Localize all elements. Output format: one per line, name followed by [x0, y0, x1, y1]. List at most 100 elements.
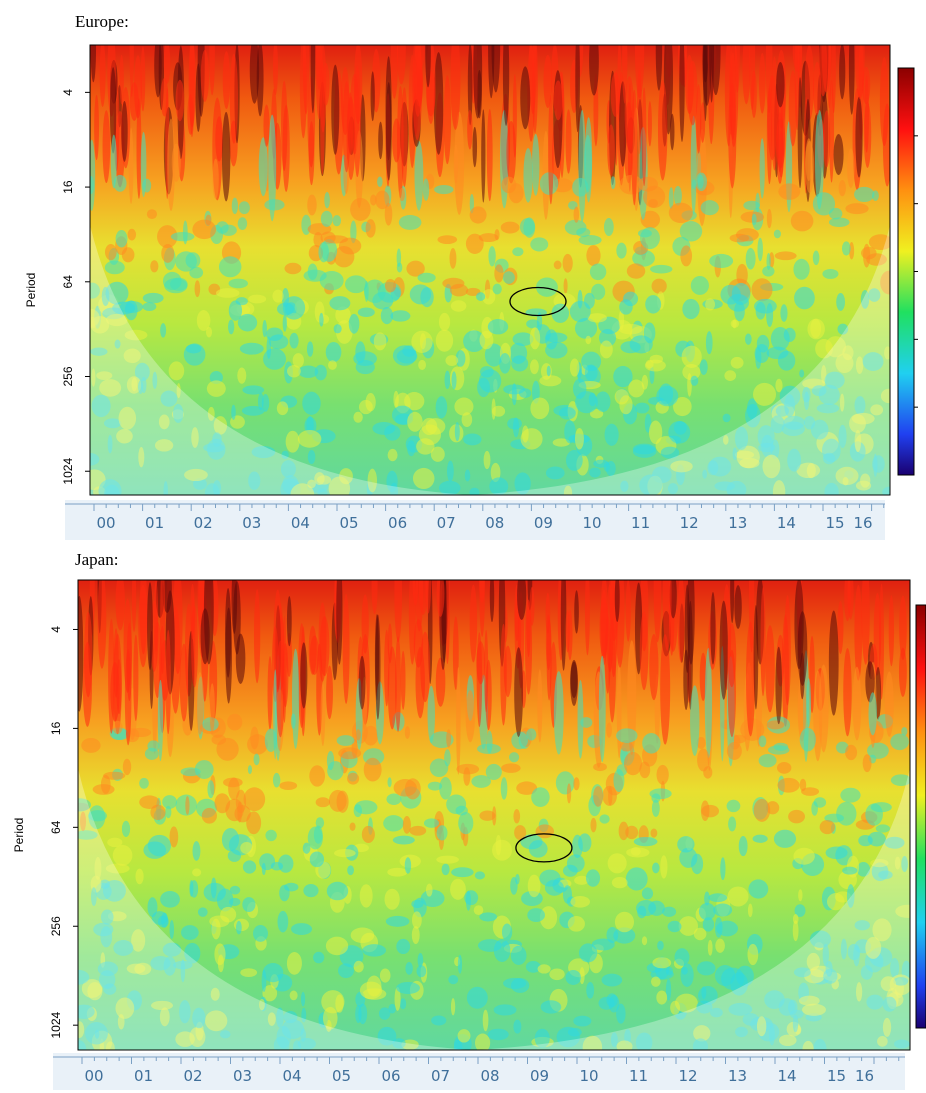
texture-blob	[693, 1025, 711, 1042]
texture-blob	[283, 1010, 298, 1024]
texture-blob	[140, 132, 147, 197]
texture-blob	[880, 976, 896, 992]
texture-blob	[332, 215, 342, 227]
texture-blob	[640, 210, 661, 229]
y-tick-label: 1024	[61, 458, 75, 485]
texture-blob	[683, 649, 689, 711]
texture-blob	[291, 648, 300, 749]
texture-blob	[651, 799, 660, 817]
texture-blob	[545, 466, 565, 480]
texture-blob	[879, 57, 889, 147]
texture-blob	[650, 828, 658, 838]
texture-blob	[837, 323, 849, 335]
texture-blob	[696, 84, 702, 154]
texture-blob	[160, 390, 178, 407]
texture-blob	[371, 580, 378, 615]
texture-blob	[855, 356, 864, 375]
texture-blob	[765, 625, 775, 713]
texture-blob	[501, 923, 513, 941]
texture-blob	[212, 158, 219, 200]
texture-blob	[395, 636, 401, 732]
x-tick-label: 15	[827, 1067, 846, 1085]
texture-blob	[78, 798, 91, 812]
y-tick-label: 64	[61, 275, 75, 289]
texture-blob	[682, 298, 700, 320]
texture-blob	[113, 940, 134, 956]
texture-blob	[169, 826, 179, 848]
texture-blob	[559, 406, 576, 420]
texture-blob	[899, 595, 907, 660]
texture-blob	[262, 985, 278, 1002]
texture-blob	[150, 1000, 174, 1011]
texture-blob	[229, 897, 241, 907]
texture-blob	[607, 124, 615, 176]
texture-blob	[412, 580, 419, 606]
texture-blob	[770, 415, 785, 434]
texture-blob	[119, 54, 124, 105]
texture-blob	[81, 737, 101, 753]
texture-blob	[570, 895, 590, 908]
texture-blob	[280, 460, 296, 478]
texture-blob	[358, 399, 373, 415]
texture-blob	[697, 748, 710, 772]
texture-blob	[520, 66, 531, 130]
y-tick-label: 4	[61, 89, 75, 96]
texture-blob	[565, 109, 572, 174]
texture-blob	[662, 580, 672, 652]
texture-blob	[759, 138, 765, 199]
texture-blob	[318, 602, 327, 682]
cone-of-influence	[90, 225, 890, 495]
texture-blob	[854, 396, 866, 415]
texture-blob	[98, 970, 116, 989]
texture-blob	[882, 486, 890, 495]
texture-blob	[469, 206, 487, 224]
texture-blob	[126, 376, 142, 394]
texture-blob	[529, 327, 541, 350]
texture-blob	[593, 762, 607, 772]
texture-blob	[862, 754, 872, 773]
texture-blob	[722, 413, 731, 423]
texture-blob	[384, 424, 401, 441]
texture-blob	[291, 923, 313, 935]
texture-blob	[536, 312, 543, 331]
texture-blob	[229, 885, 241, 895]
texture-blob	[485, 659, 492, 731]
texture-blob	[485, 763, 502, 780]
texture-blob	[445, 355, 459, 367]
texture-blob	[681, 345, 702, 369]
texture-blob	[469, 487, 480, 495]
texture-blob	[757, 237, 763, 262]
texture-blob	[191, 605, 198, 688]
texture-blob	[168, 361, 185, 381]
texture-blob	[353, 804, 363, 818]
x-tick-label: 02	[183, 1067, 202, 1085]
texture-blob	[425, 883, 433, 897]
texture-blob	[773, 229, 781, 239]
texture-blob	[307, 194, 317, 216]
texture-blob	[611, 877, 628, 889]
texture-blob	[679, 45, 685, 143]
texture-blob	[593, 786, 603, 807]
texture-blob	[681, 966, 688, 975]
texture-blob	[160, 323, 167, 338]
texture-blob	[584, 580, 590, 656]
texture-blob	[384, 279, 396, 293]
texture-blob	[643, 185, 666, 208]
texture-blob	[866, 994, 884, 1010]
texture-blob	[551, 303, 570, 323]
texture-blob	[517, 580, 527, 620]
texture-blob	[673, 185, 682, 206]
texture-blob	[272, 772, 281, 788]
texture-blob	[454, 397, 474, 416]
texture-blob	[825, 336, 847, 358]
texture-blob	[742, 1013, 759, 1026]
texture-blob	[107, 434, 113, 454]
texture-blob	[276, 640, 285, 738]
texture-blob	[525, 599, 533, 695]
texture-blob	[147, 897, 158, 918]
texture-blob	[279, 781, 298, 790]
texture-blob	[783, 415, 805, 430]
texture-blob	[546, 365, 551, 377]
texture-blob	[99, 379, 122, 397]
texture-blob	[121, 247, 135, 263]
